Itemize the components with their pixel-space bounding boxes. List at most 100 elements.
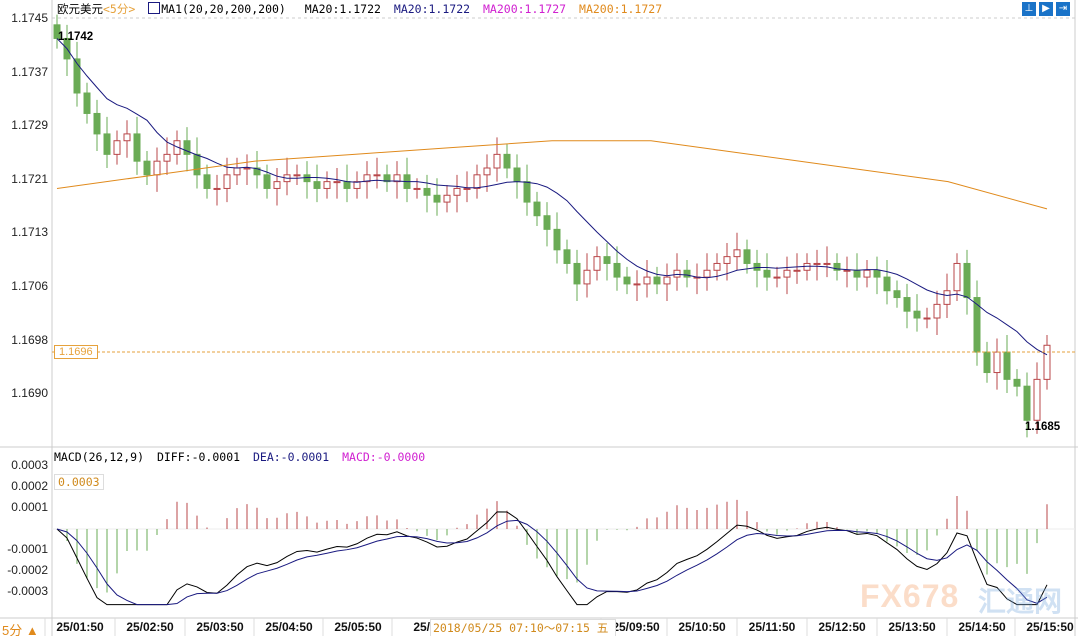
candle-down bbox=[573, 262, 581, 285]
candle-up bbox=[823, 262, 831, 265]
candle-down bbox=[383, 174, 391, 183]
candle-down bbox=[833, 262, 841, 271]
candle-up bbox=[773, 276, 781, 279]
candle-up bbox=[153, 160, 161, 176]
price-axis-label: 1.1745 bbox=[11, 11, 48, 25]
macd-legend[interactable]: MACD(26,12,9) DIFF:-0.0001 DEA:-0.0001 M… bbox=[54, 450, 431, 464]
candle-down bbox=[543, 215, 551, 230]
macd-axis-label: -0.0001 bbox=[7, 542, 48, 556]
candle-down bbox=[683, 269, 691, 278]
candle-up bbox=[233, 167, 241, 176]
candle-up bbox=[803, 262, 811, 271]
macd-axis-label: 0.0001 bbox=[11, 500, 48, 514]
candle-up bbox=[123, 133, 131, 142]
candle-up bbox=[953, 262, 961, 292]
candle-up bbox=[923, 317, 931, 320]
period-label[interactable]: <5分> bbox=[103, 2, 136, 16]
candle-up bbox=[783, 269, 791, 278]
candle-down bbox=[883, 276, 891, 292]
candle-down bbox=[503, 153, 511, 169]
candle-down bbox=[563, 249, 571, 264]
candle-down bbox=[913, 310, 921, 319]
candle-up bbox=[933, 303, 941, 319]
candle-down bbox=[183, 140, 191, 155]
price-axis-label: 1.1713 bbox=[11, 225, 48, 240]
ma-indicator-label[interactable]: MA1(20,20,200,200) bbox=[148, 2, 292, 16]
candle-down bbox=[103, 133, 111, 155]
candle-up bbox=[243, 167, 251, 170]
watermark-logo-cn: 汇通网 bbox=[978, 586, 1063, 617]
candle-up bbox=[843, 269, 851, 272]
candle-up bbox=[663, 276, 671, 285]
macd-axis-label: 0.0002 bbox=[11, 479, 48, 493]
candle-up bbox=[113, 140, 121, 155]
toolbar: ⊥ ▶ ⇥ bbox=[1022, 2, 1070, 16]
low-price-label: 1.1685 bbox=[1025, 421, 1061, 433]
candle-up bbox=[373, 174, 381, 177]
macd-axis-label: 0.0003 bbox=[11, 458, 48, 472]
candle-down bbox=[743, 249, 751, 264]
current-price-label: 1.1696 bbox=[54, 345, 98, 359]
candle-down bbox=[623, 276, 631, 285]
candle-down bbox=[53, 24, 61, 39]
ma20-value-2: MA20:1.1722 bbox=[393, 2, 471, 16]
candle-up bbox=[463, 187, 471, 190]
candle-down bbox=[983, 351, 991, 374]
candle-up bbox=[713, 262, 721, 271]
candle-down bbox=[83, 92, 91, 114]
price-axis-label: 1.1698 bbox=[11, 332, 48, 347]
candle-down bbox=[313, 181, 321, 189]
candle-up bbox=[483, 167, 491, 176]
ma200-value-2: MA200:1.1727 bbox=[579, 2, 663, 16]
chart-exit-icon[interactable]: ⇥ bbox=[1056, 2, 1070, 16]
ma20-line bbox=[56, 38, 1048, 356]
candle-up bbox=[473, 174, 481, 189]
ma200-line bbox=[56, 140, 1048, 210]
time-axis-label: 25/11:50 bbox=[748, 620, 796, 634]
candle-down bbox=[1023, 385, 1031, 421]
candle-up bbox=[323, 181, 331, 189]
candle-down bbox=[513, 167, 521, 183]
period-selector[interactable]: 5分 ▲ bbox=[2, 623, 39, 636]
candle-up bbox=[813, 262, 821, 265]
candle-down bbox=[533, 201, 541, 217]
candle-down bbox=[653, 276, 661, 285]
macd-value: MACD:-0.0000 bbox=[342, 450, 426, 464]
time-axis-label: 25/02:50 bbox=[126, 620, 174, 634]
time-axis-label: 25/15:50 bbox=[1026, 620, 1074, 634]
candle-up bbox=[393, 174, 401, 183]
macd-dea-line bbox=[56, 519, 1048, 606]
candle-down bbox=[613, 262, 621, 278]
chart-play-icon[interactable]: ▶ bbox=[1039, 2, 1053, 16]
candle-down bbox=[433, 194, 441, 203]
candle-down bbox=[303, 174, 311, 183]
candle-up bbox=[993, 351, 1001, 374]
candle-up bbox=[673, 269, 681, 278]
candle-down bbox=[553, 228, 561, 251]
candle-down bbox=[143, 160, 151, 176]
candle-up bbox=[643, 276, 651, 285]
candle-up bbox=[723, 256, 731, 264]
time-axis-label: 25/05:50 bbox=[334, 620, 382, 634]
time-axis-label: 25/12:50 bbox=[818, 620, 866, 634]
candle-up bbox=[413, 187, 421, 190]
macd-title: MACD(26,12,9) bbox=[54, 450, 145, 464]
ma200-value: MA200:1.1727 bbox=[483, 2, 567, 16]
chart-fit-icon[interactable]: ⊥ bbox=[1022, 2, 1036, 16]
candle-down bbox=[73, 58, 81, 94]
price-axis-label: 1.1706 bbox=[11, 279, 48, 293]
time-axis-label: 25/10:50 bbox=[678, 620, 726, 634]
candle-down bbox=[603, 256, 611, 264]
candle-up bbox=[223, 174, 231, 189]
candle-down bbox=[893, 290, 901, 299]
candle-down bbox=[263, 174, 271, 189]
price-legend: 欧元美元<5分> MA1(20,20,200,200) MA20:1.1722 … bbox=[57, 1, 668, 17]
candle-up bbox=[333, 181, 341, 184]
candle-up bbox=[793, 269, 801, 272]
candle-up bbox=[733, 249, 741, 258]
candle-up bbox=[163, 153, 171, 162]
candle-up bbox=[293, 174, 301, 177]
candle-down bbox=[133, 133, 141, 162]
